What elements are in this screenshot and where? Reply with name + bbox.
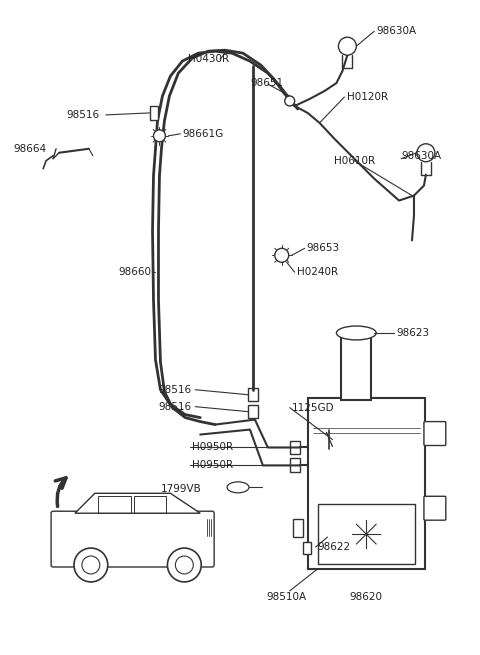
Bar [318, 504, 415, 564]
Text: 98664: 98664 [13, 143, 47, 154]
Bar [150, 106, 158, 120]
Text: 1125GD: 1125GD [292, 403, 335, 413]
Text: H0240R: H0240R [297, 267, 338, 277]
Circle shape [338, 37, 356, 55]
Bar [133, 496, 167, 514]
Circle shape [154, 130, 166, 141]
Circle shape [168, 548, 201, 582]
Text: H0430R: H0430R [188, 54, 229, 64]
Text: 98516: 98516 [158, 402, 192, 411]
Polygon shape [75, 493, 200, 514]
Text: 98516: 98516 [158, 384, 192, 395]
Text: H0610R: H0610R [335, 156, 375, 166]
Bar [248, 388, 258, 401]
Text: H0120R: H0120R [348, 92, 388, 102]
Text: H0950R: H0950R [192, 460, 233, 470]
Text: 98660: 98660 [119, 267, 152, 277]
Text: 98653: 98653 [307, 244, 340, 253]
Circle shape [275, 248, 288, 262]
Ellipse shape [336, 326, 376, 340]
Text: 98620: 98620 [349, 592, 383, 602]
Circle shape [417, 144, 435, 162]
Circle shape [285, 96, 295, 106]
Text: 98651: 98651 [250, 78, 283, 88]
Ellipse shape [227, 482, 249, 493]
Text: 1799VB: 1799VB [160, 484, 201, 495]
Text: 98661G: 98661G [182, 129, 224, 139]
Bar [293, 519, 302, 537]
Circle shape [74, 548, 108, 582]
Bar [308, 398, 425, 569]
Bar [248, 405, 258, 418]
Bar [302, 542, 311, 554]
Text: 98622: 98622 [318, 542, 351, 552]
Text: 98630A: 98630A [401, 151, 441, 160]
Text: 98510A: 98510A [267, 592, 307, 602]
Bar [290, 441, 300, 455]
Text: 98630A: 98630A [376, 26, 416, 36]
Text: H0950R: H0950R [192, 443, 233, 453]
FancyBboxPatch shape [424, 422, 446, 445]
Bar [290, 458, 300, 472]
Bar [341, 335, 371, 400]
FancyBboxPatch shape [424, 496, 446, 520]
Text: 98516: 98516 [66, 110, 99, 120]
FancyBboxPatch shape [51, 511, 214, 567]
Bar [98, 496, 131, 514]
Text: 98623: 98623 [396, 328, 429, 338]
